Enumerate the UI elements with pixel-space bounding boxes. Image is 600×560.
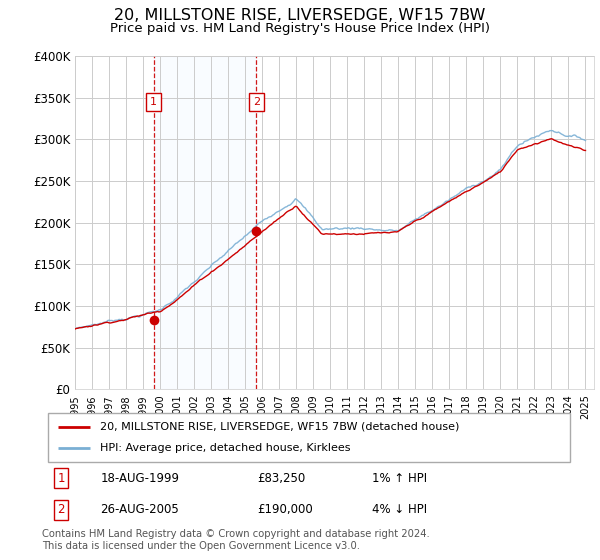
Bar (154, 56, 256, 389)
Text: 20, MILLSTONE RISE, LIVERSEDGE, WF15 7BW: 20, MILLSTONE RISE, LIVERSEDGE, WF15 7BW (115, 8, 485, 24)
Text: Contains HM Land Registry data © Crown copyright and database right 2024.
This d: Contains HM Land Registry data © Crown c… (42, 529, 430, 551)
Text: 20, MILLSTONE RISE, LIVERSEDGE, WF15 7BW (detached house): 20, MILLSTONE RISE, LIVERSEDGE, WF15 7BW… (100, 422, 460, 432)
Text: 18-AUG-1999: 18-AUG-1999 (100, 472, 179, 484)
Text: 2: 2 (58, 503, 65, 516)
Text: £190,000: £190,000 (257, 503, 313, 516)
Text: 1: 1 (58, 472, 65, 484)
Text: 1: 1 (150, 97, 157, 107)
Text: HPI: Average price, detached house, Kirklees: HPI: Average price, detached house, Kirk… (100, 443, 350, 453)
FancyBboxPatch shape (48, 413, 570, 462)
Text: 2: 2 (253, 97, 260, 107)
Text: 26-AUG-2005: 26-AUG-2005 (100, 503, 179, 516)
Text: 1% ↑ HPI: 1% ↑ HPI (371, 472, 427, 484)
Text: Price paid vs. HM Land Registry's House Price Index (HPI): Price paid vs. HM Land Registry's House … (110, 22, 490, 35)
Text: £83,250: £83,250 (257, 472, 305, 484)
Text: 4% ↓ HPI: 4% ↓ HPI (371, 503, 427, 516)
